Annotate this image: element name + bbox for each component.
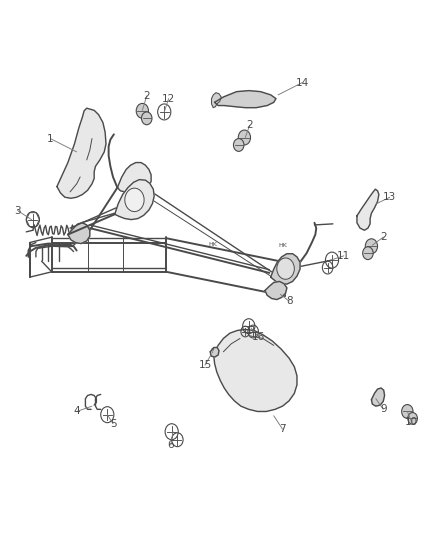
Text: ?: ? xyxy=(210,348,214,354)
Text: 14: 14 xyxy=(296,78,309,87)
Circle shape xyxy=(408,413,417,424)
Text: 16: 16 xyxy=(252,332,265,342)
Circle shape xyxy=(238,130,251,145)
Text: 10: 10 xyxy=(405,417,418,427)
Text: 6: 6 xyxy=(167,440,174,450)
Circle shape xyxy=(277,258,294,279)
Text: 11: 11 xyxy=(337,251,350,261)
Polygon shape xyxy=(68,223,90,244)
Text: 15: 15 xyxy=(198,360,212,370)
Text: 13: 13 xyxy=(383,192,396,202)
Polygon shape xyxy=(212,93,221,108)
Circle shape xyxy=(363,247,373,260)
Text: 5: 5 xyxy=(110,419,117,429)
Text: 1: 1 xyxy=(47,134,54,143)
Polygon shape xyxy=(210,348,219,357)
Text: 2: 2 xyxy=(380,232,387,242)
Text: 12: 12 xyxy=(162,94,175,103)
Text: 3: 3 xyxy=(14,206,21,215)
Circle shape xyxy=(141,112,152,125)
Polygon shape xyxy=(357,189,379,230)
Polygon shape xyxy=(271,254,300,284)
Polygon shape xyxy=(117,163,151,194)
Circle shape xyxy=(365,239,378,254)
Text: 9: 9 xyxy=(380,405,387,414)
Polygon shape xyxy=(214,329,297,411)
Text: HK: HK xyxy=(208,241,217,247)
Text: 7: 7 xyxy=(279,424,286,434)
Text: 2: 2 xyxy=(143,91,150,101)
Text: 4: 4 xyxy=(73,407,80,416)
Polygon shape xyxy=(57,108,106,198)
Text: 2: 2 xyxy=(246,120,253,130)
Circle shape xyxy=(233,139,244,151)
Circle shape xyxy=(402,405,413,418)
Polygon shape xyxy=(215,91,276,108)
Polygon shape xyxy=(265,281,287,300)
Text: 8: 8 xyxy=(286,296,293,306)
Polygon shape xyxy=(115,180,154,220)
Text: HK: HK xyxy=(278,243,287,248)
Circle shape xyxy=(125,188,144,212)
Circle shape xyxy=(136,103,148,118)
Polygon shape xyxy=(371,388,385,406)
